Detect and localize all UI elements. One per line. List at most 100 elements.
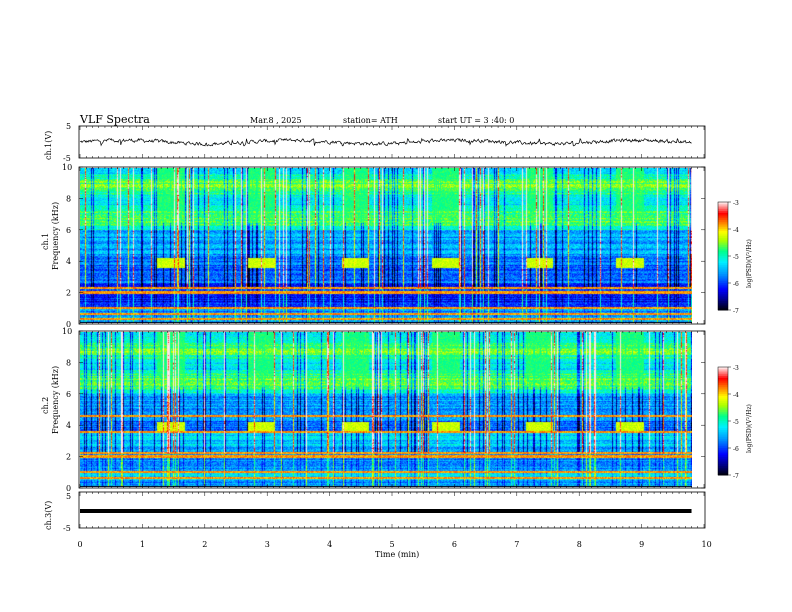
x-tick-label: 3 <box>265 540 270 549</box>
colorbar-swatch <box>718 232 728 235</box>
freq-tick-label: 4 <box>66 421 71 430</box>
colorbar-swatch <box>718 404 728 408</box>
colorbar-swatch <box>718 421 728 424</box>
x-tick-label: 2 <box>202 540 207 549</box>
colorbar-swatch <box>718 455 728 458</box>
colorbar-swatch <box>718 473 728 476</box>
colorbar-swatch <box>718 397 728 400</box>
colorbar-swatch <box>718 464 728 467</box>
colorbar-swatch <box>718 394 728 397</box>
colorbar-swatch <box>718 412 728 415</box>
colorbar-swatch <box>718 458 728 462</box>
x-tick-label: 10 <box>702 540 712 549</box>
ch1-spectrogram-ticks <box>79 167 705 324</box>
colorbar-swatch <box>718 372 728 375</box>
freq-tick-label: 4 <box>66 257 71 266</box>
colorbar-swatch <box>718 439 728 442</box>
colorbar-swatch <box>718 388 728 391</box>
ch1-spectrogram-ytick-labels: 0 2 4 6 8 10 <box>62 163 705 329</box>
colorbar-swatch <box>718 453 728 456</box>
colorbar-swatch <box>718 261 728 264</box>
ch3-waveform-panel: 5 -5 ch.3(V) <box>44 491 706 533</box>
colorbar-swatch <box>718 466 728 469</box>
colorbar-swatch <box>718 406 728 409</box>
colorbar-tick-label: -5 <box>733 419 739 426</box>
colorbar-swatch <box>718 435 728 438</box>
colorbar-swatch <box>718 205 728 208</box>
colorbar-swatch <box>718 383 728 386</box>
x-axis-tick-labels: 0 1 2 3 4 5 6 7 8 9 10 <box>78 540 712 549</box>
colorbar-swatch <box>718 256 728 259</box>
colorbar-swatch <box>718 248 728 252</box>
colorbar-swatch <box>718 216 728 219</box>
colorbar-swatch <box>718 379 728 382</box>
x-tick-label: 9 <box>639 540 644 549</box>
ch2-spectrogram-ytick-labels: 0 2 4 6 8 10 <box>62 327 705 493</box>
colorbar-swatch <box>718 254 728 257</box>
colorbar-tick-label: -4 <box>733 227 739 234</box>
x-tick-label: 5 <box>390 540 395 549</box>
colorbar-swatch <box>718 428 728 431</box>
colorbar-swatch <box>718 225 728 228</box>
colorbar-swatch <box>718 367 728 370</box>
ch1-waveform-line <box>79 137 692 147</box>
colorbar-swatch <box>718 274 728 277</box>
freq-tick-label: 2 <box>66 453 71 462</box>
ch2-spectrogram-ticks <box>79 331 705 488</box>
colorbar-swatch <box>718 448 728 451</box>
x-tick-label: 7 <box>514 540 519 549</box>
freq-tick-label: 10 <box>62 327 72 336</box>
colorbar-swatch <box>718 292 728 295</box>
freq-tick-label: 8 <box>66 358 71 367</box>
colorbar-swatch <box>718 270 728 273</box>
colorbar-swatch <box>718 408 728 411</box>
colorbar-swatch <box>718 212 728 216</box>
colorbar-swatch <box>718 442 728 445</box>
colorbar-swatch <box>718 302 728 306</box>
colorbar-swatch <box>718 444 728 447</box>
ch1-spectrogram-channel-label: ch.1 <box>41 233 50 250</box>
header-date: Mar.8 , 2025 <box>250 116 302 125</box>
colorbar-swatch <box>718 440 728 444</box>
colorbar-swatch <box>718 272 728 275</box>
colorbar-swatch <box>718 426 728 429</box>
colorbar-swatch <box>718 422 728 426</box>
colorbar-swatch <box>718 449 728 453</box>
colorbar-tick-label: -7 <box>733 473 739 480</box>
colorbar-swatch <box>718 229 728 232</box>
colorbar-swatch <box>718 279 728 282</box>
colorbar-swatch <box>718 203 728 207</box>
colorbar-tick-label: -3 <box>733 365 739 372</box>
colorbar-tick-label: -4 <box>733 392 739 399</box>
colorbar-swatch <box>718 239 728 243</box>
colorbar-swatch <box>718 368 728 372</box>
colorbar-swatch <box>718 250 728 253</box>
colorbar-swatch <box>718 207 728 210</box>
colorbar-swatch <box>718 306 728 309</box>
colorbar-swatch <box>718 401 728 404</box>
x-tick-label: 0 <box>78 540 83 549</box>
ch1-spectrogram-ylabel: Frequency (kHz) <box>51 202 60 270</box>
colorbar-swatch <box>718 446 728 449</box>
header-station: station= ATH <box>343 116 398 125</box>
colorbar-swatch <box>718 399 728 402</box>
colorbar-tick-label: -3 <box>733 200 739 207</box>
colorbar-swatch <box>718 471 728 474</box>
colorbar-tick-label: -6 <box>733 281 739 288</box>
colorbar-swatch <box>718 214 728 217</box>
x-tick-label: 8 <box>577 540 582 549</box>
colorbar-swatch <box>718 376 728 379</box>
colorbar-swatch <box>718 451 728 454</box>
colorbar-swatch <box>718 437 728 440</box>
colorbar-swatch <box>718 234 728 237</box>
colorbar-swatch <box>718 293 728 297</box>
colorbar-swatch <box>718 259 728 262</box>
ch2-colorbar: -3 -4 -5 -6 -7 log(PSD)(V²/Hz) <box>717 365 753 480</box>
colorbar-swatch <box>718 370 728 373</box>
colorbar-swatch <box>718 223 728 226</box>
freq-tick-label: 10 <box>62 163 72 172</box>
colorbar-swatch <box>718 288 728 291</box>
colorbar-swatch <box>718 386 728 390</box>
colorbar-swatch <box>718 211 728 214</box>
